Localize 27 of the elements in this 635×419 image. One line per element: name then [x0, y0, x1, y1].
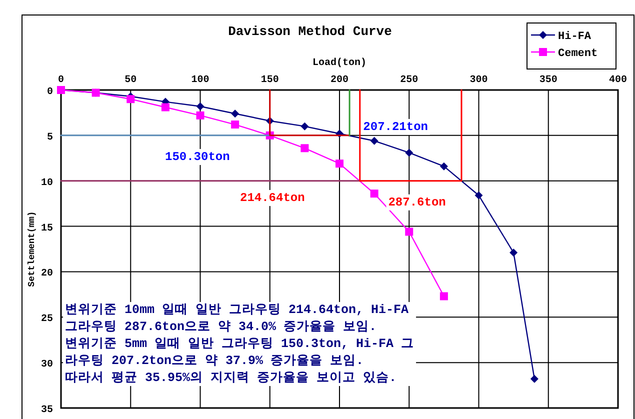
annotation: 207.21ton [363, 120, 428, 134]
y-tick-label: 5 [46, 132, 53, 144]
x-tick-label: 0 [58, 75, 64, 86]
x-tick-label: 300 [470, 75, 488, 86]
y-tick-label: 0 [46, 87, 53, 98]
x-tick-label: 150 [260, 75, 279, 86]
legend-label: Hi-FA [558, 31, 592, 43]
x-axis-title: Load(ton) [312, 57, 367, 69]
x-tick-label: 250 [400, 75, 418, 86]
y-tick-label: 25 [40, 314, 53, 326]
x-tick-label: 50 [124, 75, 137, 86]
x-tick-label: 200 [330, 75, 349, 86]
annotation: 214.64ton [240, 191, 305, 205]
y-tick-label: 15 [40, 223, 53, 234]
annotation: 변위기준 10mm 일때 일반 그라우팅 214.64ton, Hi-FA 그라우팅 287.6ton으로 약 34.0% 증가율을 보임. 변위기준 5mm 일때 일반 그라우팅 150.3ton, Hi-FA 그 라우팅 207.2ton으로 약 37.9% 증가율을 보임. 따라서 평균 35.95%의 지지력 증가율을 보이고 있슴. [65, 303, 414, 385]
y-tick-label: 35 [40, 405, 53, 416]
x-tick-label: 400 [608, 75, 628, 86]
x-tick-label: 100 [191, 75, 210, 86]
x-tick-label: 350 [539, 75, 558, 86]
y-tick-label: 10 [40, 178, 53, 189]
y-axis-title: Settlement(mm) [27, 211, 37, 287]
chart-title: Davisson Method Curve [228, 24, 392, 39]
y-tick-label: 30 [40, 360, 53, 371]
annotation: 287.6ton [388, 195, 446, 210]
legend-label: Cement [558, 48, 598, 60]
y-tick-label: 20 [40, 268, 53, 280]
annotation: 150.30ton [165, 150, 230, 164]
